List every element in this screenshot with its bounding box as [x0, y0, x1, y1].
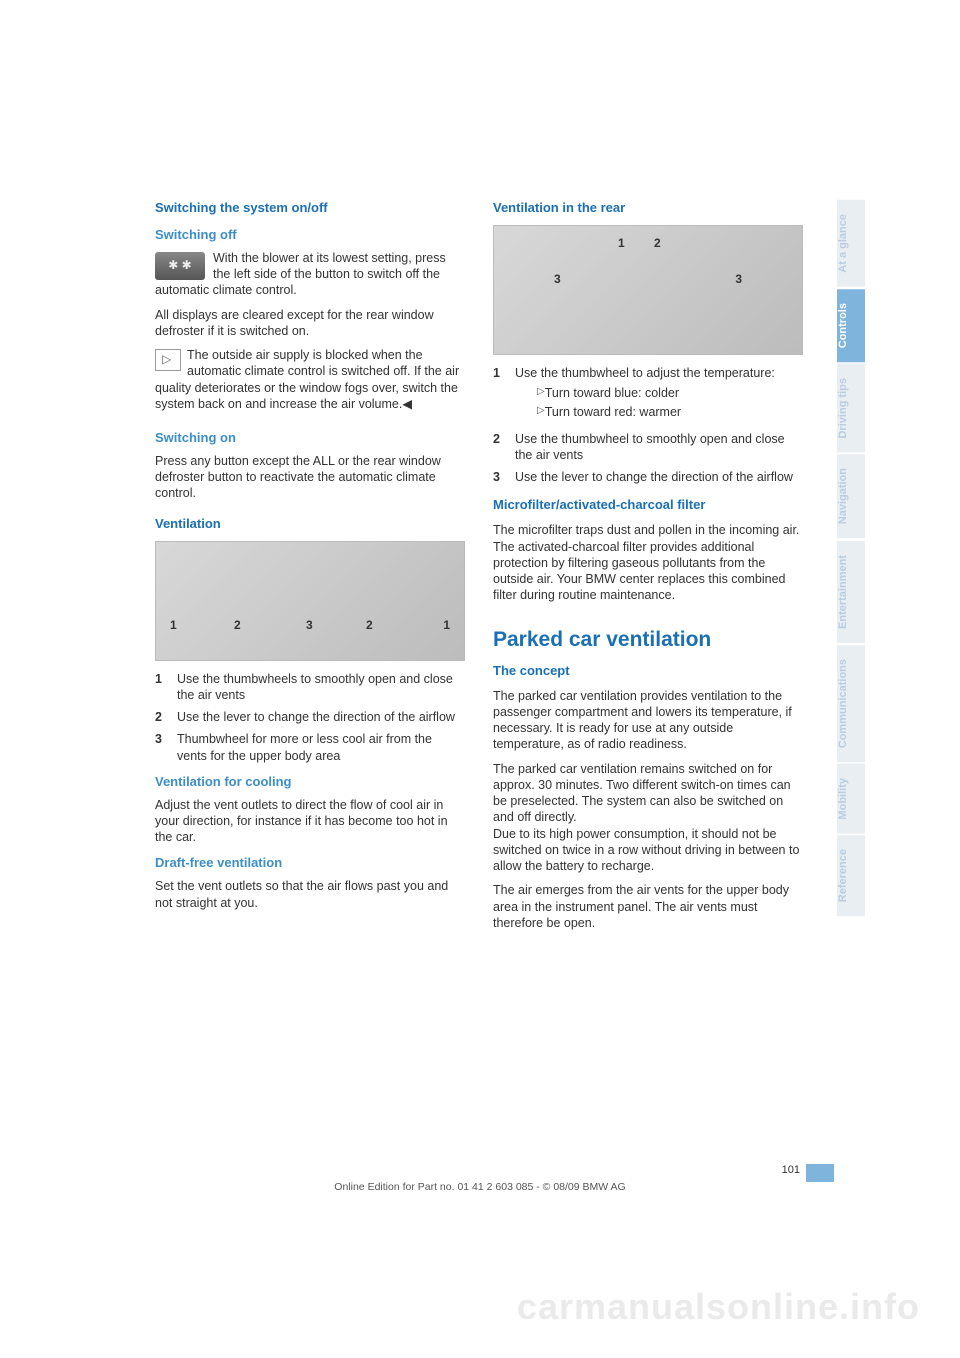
tab-entertainment[interactable]: Entertainment [837, 541, 865, 643]
right-column: Ventilation in the rear 1 2 3 3 1 Use th… [493, 200, 803, 939]
list-item: 1Use the thumbwheels to smoothly open an… [155, 671, 465, 704]
image-front-vents: 1 2 3 2 1 [155, 541, 465, 661]
img-label: 1 [443, 618, 450, 634]
tab-driving-tips[interactable]: Driving tips [837, 364, 865, 453]
heading-microfilter: Microfilter/activated-charcoal filter [493, 497, 803, 514]
heading-draft-free: Draft-free ventilation [155, 855, 465, 872]
heading-switching-off: Switching off [155, 227, 465, 244]
list-text: Use the lever to change the direction of… [515, 469, 793, 485]
tab-navigation[interactable]: Navigation [837, 454, 865, 538]
img-label: 1 [618, 236, 625, 252]
note-text: The outside air supply is blocked when t… [155, 348, 459, 411]
rear-vent-list: 1 Use the thumbwheel to adjust the tempe… [493, 365, 803, 486]
page-number-bar [806, 1164, 834, 1182]
fan-button-icon: ✱ ✱ [155, 252, 205, 280]
img-label: 3 [735, 272, 742, 288]
tab-communications[interactable]: Communications [837, 645, 865, 762]
para-microfilter: The microfilter traps dust and pollen in… [493, 522, 803, 603]
img-label: 3 [306, 618, 313, 634]
list-text: Use the thumbwheels to smoothly open and… [177, 671, 465, 704]
para-draft-free: Set the vent outlets so that the air flo… [155, 878, 465, 911]
list-item: 3Use the lever to change the direction o… [493, 469, 803, 485]
list-text: Thumbwheel for more or less cool air fro… [177, 731, 465, 764]
sub-item: Turn toward red: warmer [537, 404, 775, 420]
list-text: Use the thumbwheel to adjust the tempera… [515, 366, 775, 380]
tab-mobility[interactable]: Mobility [837, 764, 865, 834]
side-tabs: At a glance Controls Driving tips Naviga… [837, 200, 865, 919]
para-switching-on: Press any button except the ALL or the r… [155, 453, 465, 502]
list-item: 2Use the thumbwheel to smoothly open and… [493, 431, 803, 464]
img-label: 1 [170, 618, 177, 634]
text: Due to its high power consumption, it sh… [493, 827, 799, 874]
para-switching-off: ✱ ✱ With the blower at its lowest settin… [155, 250, 465, 299]
para-concept-3: The air emerges from the air vents for t… [493, 882, 803, 931]
list-item: 1 Use the thumbwheel to adjust the tempe… [493, 365, 803, 425]
heading-vent-cooling: Ventilation for cooling [155, 774, 465, 791]
page-content: Switching the system on/off Switching of… [155, 200, 805, 939]
footer-text: Online Edition for Part no. 01 41 2 603 … [155, 1181, 805, 1193]
tab-at-a-glance[interactable]: At a glance [837, 200, 865, 287]
image-rear-vents: 1 2 3 3 [493, 225, 803, 355]
heading-switching-on: Switching on [155, 430, 465, 447]
sub-item: Turn toward blue: colder [537, 385, 775, 401]
watermark: carmanualsonline.info [517, 1286, 920, 1328]
note-outside-air: The outside air supply is blocked when t… [155, 347, 465, 412]
note-icon [155, 349, 181, 371]
img-label: 2 [654, 236, 661, 252]
list-text: Use the lever to change the direction of… [177, 709, 455, 725]
img-label: 2 [234, 618, 241, 634]
list-item: 3Thumbwheel for more or less cool air fr… [155, 731, 465, 764]
list-text: Use the thumbwheel to smoothly open and … [515, 431, 803, 464]
heading-vent-rear: Ventilation in the rear [493, 200, 803, 217]
para-off-2: All displays are cleared except for the … [155, 307, 465, 340]
heading-system-onoff: Switching the system on/off [155, 200, 465, 217]
para-concept-1: The parked car ventilation provides vent… [493, 688, 803, 753]
page-number: 101 [782, 1164, 800, 1176]
img-label: 3 [554, 272, 561, 288]
heading-ventilation: Ventilation [155, 516, 465, 533]
left-column: Switching the system on/off Switching of… [155, 200, 465, 939]
tab-controls[interactable]: Controls [837, 289, 865, 362]
img-label: 2 [366, 618, 373, 634]
sub-list: Turn toward blue: colder Turn toward red… [537, 385, 775, 421]
para-concept-2: The parked car ventilation remains switc… [493, 761, 803, 875]
text: The parked car ventilation remains switc… [493, 762, 791, 825]
para-vent-cooling: Adjust the vent outlets to direct the fl… [155, 797, 465, 846]
ventilation-list: 1Use the thumbwheels to smoothly open an… [155, 671, 465, 764]
tab-reference[interactable]: Reference [837, 835, 865, 916]
heading-concept: The concept [493, 663, 803, 680]
list-item: 2Use the lever to change the direction o… [155, 709, 465, 725]
heading-parked-car: Parked car ventilation [493, 626, 803, 653]
